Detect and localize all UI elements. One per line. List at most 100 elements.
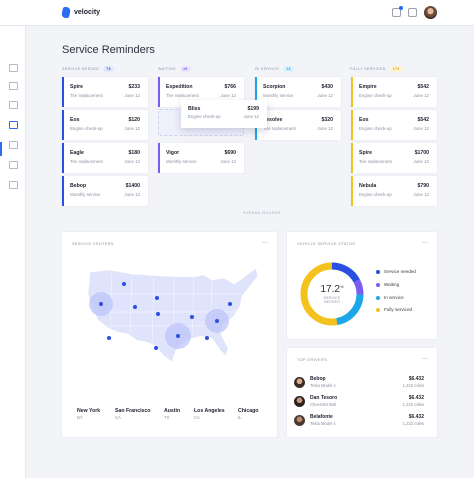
location-dot[interactable] [133, 305, 137, 309]
service-card[interactable]: Vesolve $320 Tire replacement June 12 [255, 110, 341, 140]
panel-menu-icon[interactable]: ... [422, 238, 428, 245]
city-new-york[interactable]: New York NY [77, 408, 100, 420]
vehicle-name: Vigor [166, 150, 180, 156]
service-card[interactable]: Empire $542 Engine check-up June 12 [351, 77, 437, 107]
service-price: $320 [321, 117, 333, 123]
service-price: $233 [128, 84, 140, 90]
location-dot[interactable] [228, 302, 232, 306]
driver-car: Tesla Model s [310, 383, 336, 388]
panel-menu-icon[interactable]: ... [262, 238, 268, 245]
vehicle-name: Bliss [188, 106, 201, 112]
panel-title: SERVICE CENTERS [72, 242, 114, 246]
sidebar [0, 26, 26, 478]
service-card[interactable]: Eagle $180 Tire replacement June 12 [62, 143, 148, 173]
location-dot[interactable] [205, 336, 209, 340]
chart-icon[interactable] [9, 82, 18, 90]
city-san-francisco[interactable]: San Francisco CA [115, 408, 150, 420]
service-type: Engine check-up [70, 126, 103, 131]
location-dot[interactable] [154, 346, 158, 350]
service-card[interactable]: Nebula $790 Engine check-up June 12 [351, 176, 437, 206]
service-card[interactable]: Spire $233 Tire replacement June 12 [62, 77, 148, 107]
location-dot[interactable] [155, 296, 159, 300]
city-los-angeles[interactable]: Los Angeles CA [194, 408, 225, 420]
service-card[interactable]: Scorpion $430 Monthly service June 12 [255, 77, 341, 107]
column-header-fully-serviced: FULLY SERVICED 170 [350, 66, 403, 72]
location-dot[interactable] [156, 312, 160, 316]
calendar-icon[interactable] [9, 161, 18, 169]
expand-boards-link[interactable]: EXPAND BOARDS [243, 211, 281, 215]
service-card[interactable]: Eos $542 Engine check-up June 12 [351, 110, 437, 140]
card-accent [158, 143, 160, 173]
vehicle-name: Vesolve [263, 117, 283, 123]
location-dot[interactable] [99, 302, 103, 306]
legend-waiting: Waiting [376, 282, 399, 287]
service-type: Engine check-up [188, 114, 221, 119]
legend-swatch [376, 269, 380, 274]
dashboard-icon[interactable] [9, 64, 18, 72]
settings-icon[interactable] [9, 181, 18, 189]
driver-row[interactable]: Belafonte Tesla Model s $6.432 1,232 mil… [292, 414, 432, 432]
caption-line: SERVICE [323, 296, 341, 300]
vehicle-name: Empire [359, 84, 377, 90]
driver-car: Tesla Model s [310, 421, 336, 426]
legend-label: Fully serviced [384, 307, 413, 312]
notification-icon[interactable] [392, 6, 403, 17]
service-price: $1700 [414, 150, 429, 156]
panel-menu-icon[interactable]: ... [422, 354, 428, 361]
mail-icon[interactable] [408, 8, 417, 17]
donut-caption: SERVICE NEEDED [297, 296, 367, 304]
car-icon[interactable] [9, 101, 18, 109]
location-dot[interactable] [215, 319, 219, 323]
service-card[interactable]: Eos $120 Engine check-up June 12 [62, 110, 148, 140]
column-label: SERVICE NEEDED [62, 67, 100, 71]
service-price: $542 [417, 117, 429, 123]
service-date: June 12 [124, 192, 140, 197]
service-type: Tire replacement [70, 93, 103, 98]
donut-segment-fully-serviced[interactable] [300, 262, 364, 326]
top-bar: velocity [0, 0, 474, 26]
user-avatar[interactable] [424, 6, 437, 19]
donut-segment-waiting[interactable] [300, 262, 364, 326]
column-header-service-needed: SERVICE NEEDED 76 [62, 66, 114, 72]
service-price: $542 [417, 84, 429, 90]
service-price: $1400 [125, 183, 140, 189]
city-state: CA [194, 415, 200, 420]
service-centers-panel: SERVICE CENTERS ... [62, 232, 277, 437]
city-austin[interactable]: Austin TX [164, 408, 180, 420]
driver-miles: 1,232 miles [402, 421, 424, 426]
location-dot[interactable] [176, 334, 180, 338]
card-accent [255, 77, 257, 107]
service-center-markers [89, 282, 232, 350]
location-dot[interactable] [107, 336, 111, 340]
service-date: June 12 [124, 159, 140, 164]
dragging-card[interactable]: Bliss $199 Engine check-up June 12 [181, 100, 267, 128]
service-card[interactable]: Bebop $1400 Monthly service June 12 [62, 176, 148, 206]
driver-amount: $6.432 [408, 376, 424, 382]
location-dot[interactable] [122, 282, 126, 286]
status-percent: 17.2% [297, 284, 367, 295]
city-chicago[interactable]: Chicago IL [238, 408, 258, 420]
legend-label: In service [384, 295, 404, 300]
service-date: June 12 [124, 126, 140, 131]
driver-row[interactable]: Bebop Tesla Model s $6.432 1,232 miles [292, 376, 432, 394]
service-date: June 12 [413, 126, 429, 131]
service-price: $690 [224, 150, 236, 156]
megaphone-icon[interactable] [9, 121, 18, 129]
driver-row[interactable]: Dan Tesoro Chevrolet Bolt $6.432 1,232 m… [292, 395, 432, 413]
service-price: $180 [128, 150, 140, 156]
building-icon[interactable] [9, 141, 18, 149]
location-dot[interactable] [190, 315, 194, 319]
logo[interactable]: velocity [60, 7, 101, 18]
service-price: $766 [224, 84, 236, 90]
column-header-waiting: WAITING 46 [158, 66, 191, 72]
service-card[interactable]: Spire $1700 Tire replacement June 12 [351, 143, 437, 173]
service-card[interactable]: Vigor $690 Monthly service June 12 [158, 143, 244, 173]
city-name: Los Angeles [194, 408, 225, 414]
column-label: IN SERVICE [255, 67, 280, 71]
card-accent [62, 143, 64, 173]
us-map [87, 267, 259, 363]
city-state: TX [164, 415, 170, 420]
city-name: Austin [164, 408, 181, 414]
app-name: velocity [74, 9, 101, 16]
service-price: $790 [417, 183, 429, 189]
